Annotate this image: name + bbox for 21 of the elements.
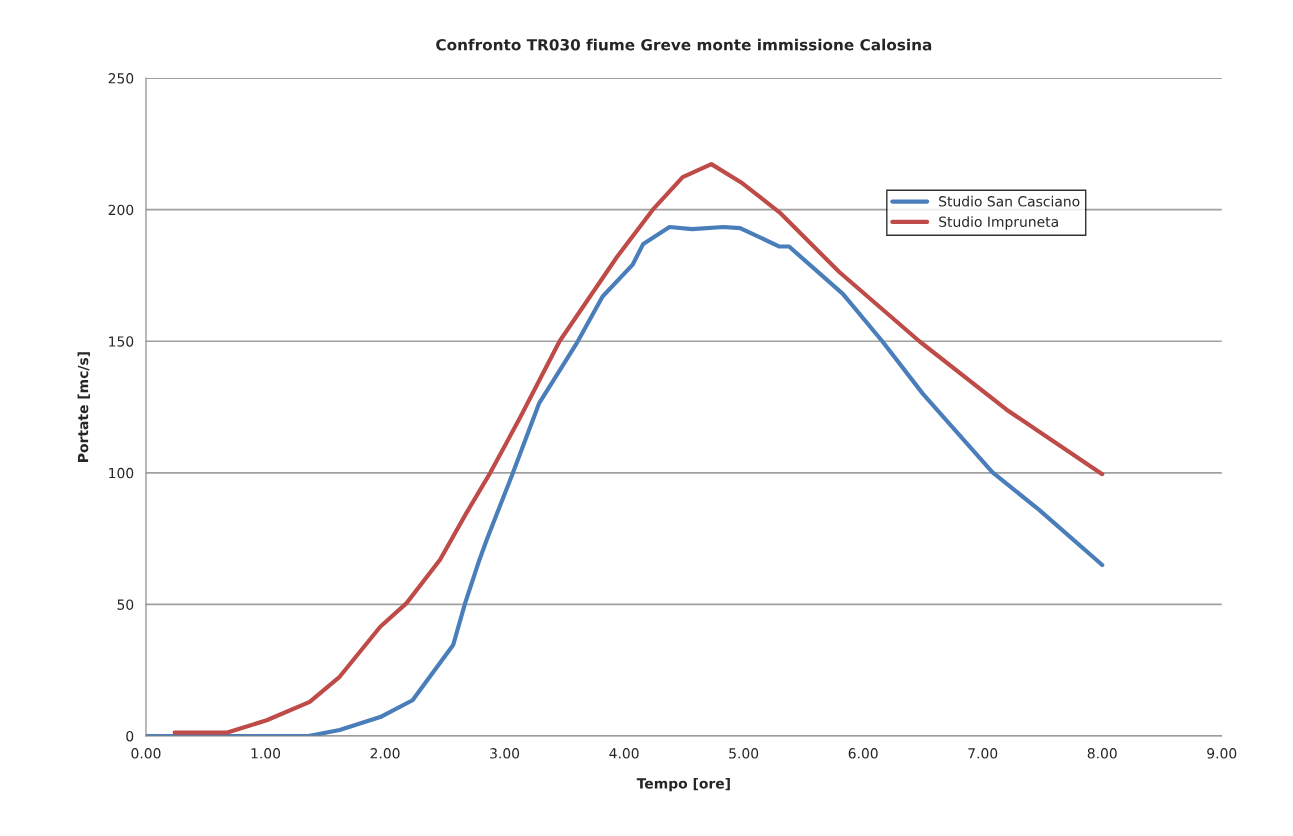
legend-label: Studio Impruneta [939,216,1058,230]
x-tick-label: 0.00 [131,748,161,759]
x-tick-label: 4.00 [609,748,639,759]
y-axis-title: Portate [mc/s] [77,352,90,462]
y-tick-label: 150 [109,336,134,347]
y-tick-label: 200 [108,204,134,216]
x-tick-label: 2.00 [370,748,400,759]
y-tick-label: 100 [109,467,134,479]
legend-label: Studio San Casciano [939,195,1080,207]
x-tick-label: 1.00 [251,748,281,759]
x-tick-label: 3.00 [490,748,520,759]
x-tick-label: 5.00 [729,748,759,759]
x-axis-title: Tempo [ore] [636,777,730,792]
y-tick-label: 50 [117,599,134,610]
x-tick-label: 8.00 [1087,748,1117,759]
x-tick-label: 9.00 [1207,748,1237,759]
chart-title: Confronto TR030 fiume Greve monte immissione Calosina [436,38,932,51]
y-tick-label: 0 [126,730,134,742]
x-tick-label: 6.00 [848,748,878,759]
x-tick-label: 7.00 [968,748,998,759]
y-tick-label: 250 [108,73,134,84]
